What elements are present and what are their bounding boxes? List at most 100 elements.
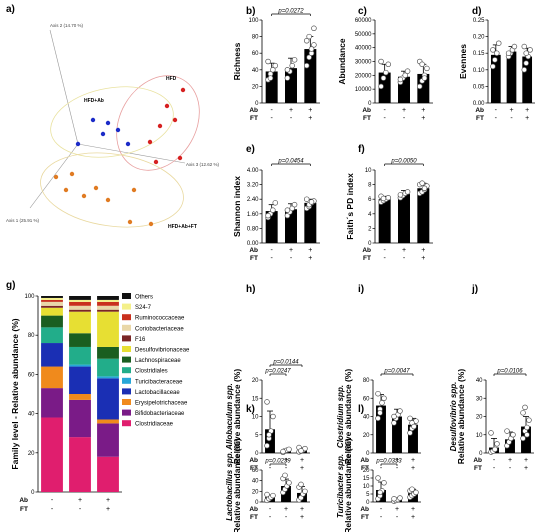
data-point [308,199,315,205]
treatment-sign: - [285,514,288,521]
hfd-ab-ft-point [53,174,59,180]
data-point [375,390,381,397]
y-tick-label: 4.00 [247,168,259,174]
treatment-sign: + [308,247,312,254]
legend-swatch [122,420,131,427]
hfd-ab-ft-point [148,221,154,227]
group-label-hfd: HFD [166,76,177,82]
y-axis-subtitle: Relative abundance (%) [456,369,466,465]
bar [521,426,531,453]
y-tick-label: 0 [31,490,35,496]
y-axis-subtitle: Relative abundance (%) [343,369,353,465]
data-point [286,480,292,486]
data-point [523,50,529,56]
row-label-ft: FT [363,115,371,122]
y-tick-label: 20 [252,378,259,384]
hfd-ab-ft-point [131,187,137,193]
stack-segment-clostridiaceae [69,437,91,492]
data-point [266,432,272,438]
data-point [490,47,496,53]
y-axis-subtitle: Relative abundance (%) [232,438,242,532]
data-point [272,62,279,69]
data-point [524,424,530,431]
axis-3-label: Axis 3 (12.62 %) [186,162,220,167]
y-tick-label: 0.10 [473,68,485,74]
row-label-ft: FT [250,255,258,262]
row-label-ft: FT [476,115,484,122]
bar [505,439,515,453]
panel-j: 0 10 20 30 40 Desulfovibrio spp.Relative abun… [449,369,534,472]
data-point [284,67,291,73]
data-point [494,441,500,447]
data-point [303,37,310,44]
stack-segment-ruminococcaceae [41,299,63,302]
y-tick-label: 0 [366,451,370,457]
stack-segment-lactobacillaceae [69,366,91,394]
treatment-sign: - [383,115,386,122]
treatment-sign: + [421,115,425,122]
stack-segment-desulfovibrionaceae [97,311,119,347]
y-tick-label: 20 [476,415,483,421]
legend-swatch [122,377,131,384]
p-value-label: p=0.0047 [383,369,410,375]
treatment-sign: + [525,115,529,122]
panel-c: 0 10000 20000 30000 40000 50000 60000 Abundance… [337,18,433,122]
data-point [311,25,317,32]
treatment-sign: + [308,255,312,262]
stack-segment-others [97,296,119,300]
bar [506,51,517,103]
data-point [375,415,381,422]
treatment-sign: - [269,465,272,472]
y-axis-title: Evennes [458,44,468,79]
y-tick-label: 2 [368,226,372,232]
data-point [407,415,413,422]
panel-label: b) [246,6,255,17]
legend-swatch [122,367,131,374]
y-tick-label: 20 [363,433,370,439]
data-point [419,180,425,186]
data-point [379,400,385,406]
hfd-ab-point [125,141,131,147]
bar [417,73,430,103]
panel-label: i) [358,284,364,295]
treatment-sign: + [411,506,415,513]
group-label-hfd-ab: HFD+Ab [84,98,104,104]
data-point [495,40,502,46]
treatment-sign: + [106,497,110,504]
y-tick-label: 80 [28,333,35,339]
data-point [291,57,298,63]
legend-swatch [122,335,131,342]
data-point [391,420,397,426]
data-point [377,489,383,496]
y-tick-label: 40 [476,378,483,384]
data-point [377,410,383,416]
y-tick-label: 0.00 [247,241,259,247]
stack-segment-others [41,296,63,298]
data-point [270,413,276,420]
y-tick-label: 60 [28,372,35,378]
y-tick-label: 3.20 [247,183,259,189]
axis-1-line [29,143,79,209]
treatment-sign: - [290,115,293,122]
data-point [523,60,529,66]
row-label-ab: Ab [362,107,371,114]
y-tick-label: 0 [479,451,483,457]
treatment-sign: - [270,247,273,254]
bar [281,486,291,502]
y-tick-label: 5 [366,492,370,498]
y-tick-label: 80 [363,378,370,384]
data-point [291,201,298,208]
stack-segment-erysipelotrichaceae [41,366,63,389]
y-tick-label: 0.00 [473,101,485,107]
treatment-sign: + [284,457,288,464]
y-tick-label: 20 [28,451,35,457]
treatment-sign: - [380,514,383,521]
data-point [505,50,512,56]
bar [408,424,418,453]
stack-segment-lachnospiraceae [69,333,91,347]
data-point [492,57,498,63]
data-point [416,83,423,90]
bar [490,54,501,103]
y-tick-label: 40 [363,415,370,421]
